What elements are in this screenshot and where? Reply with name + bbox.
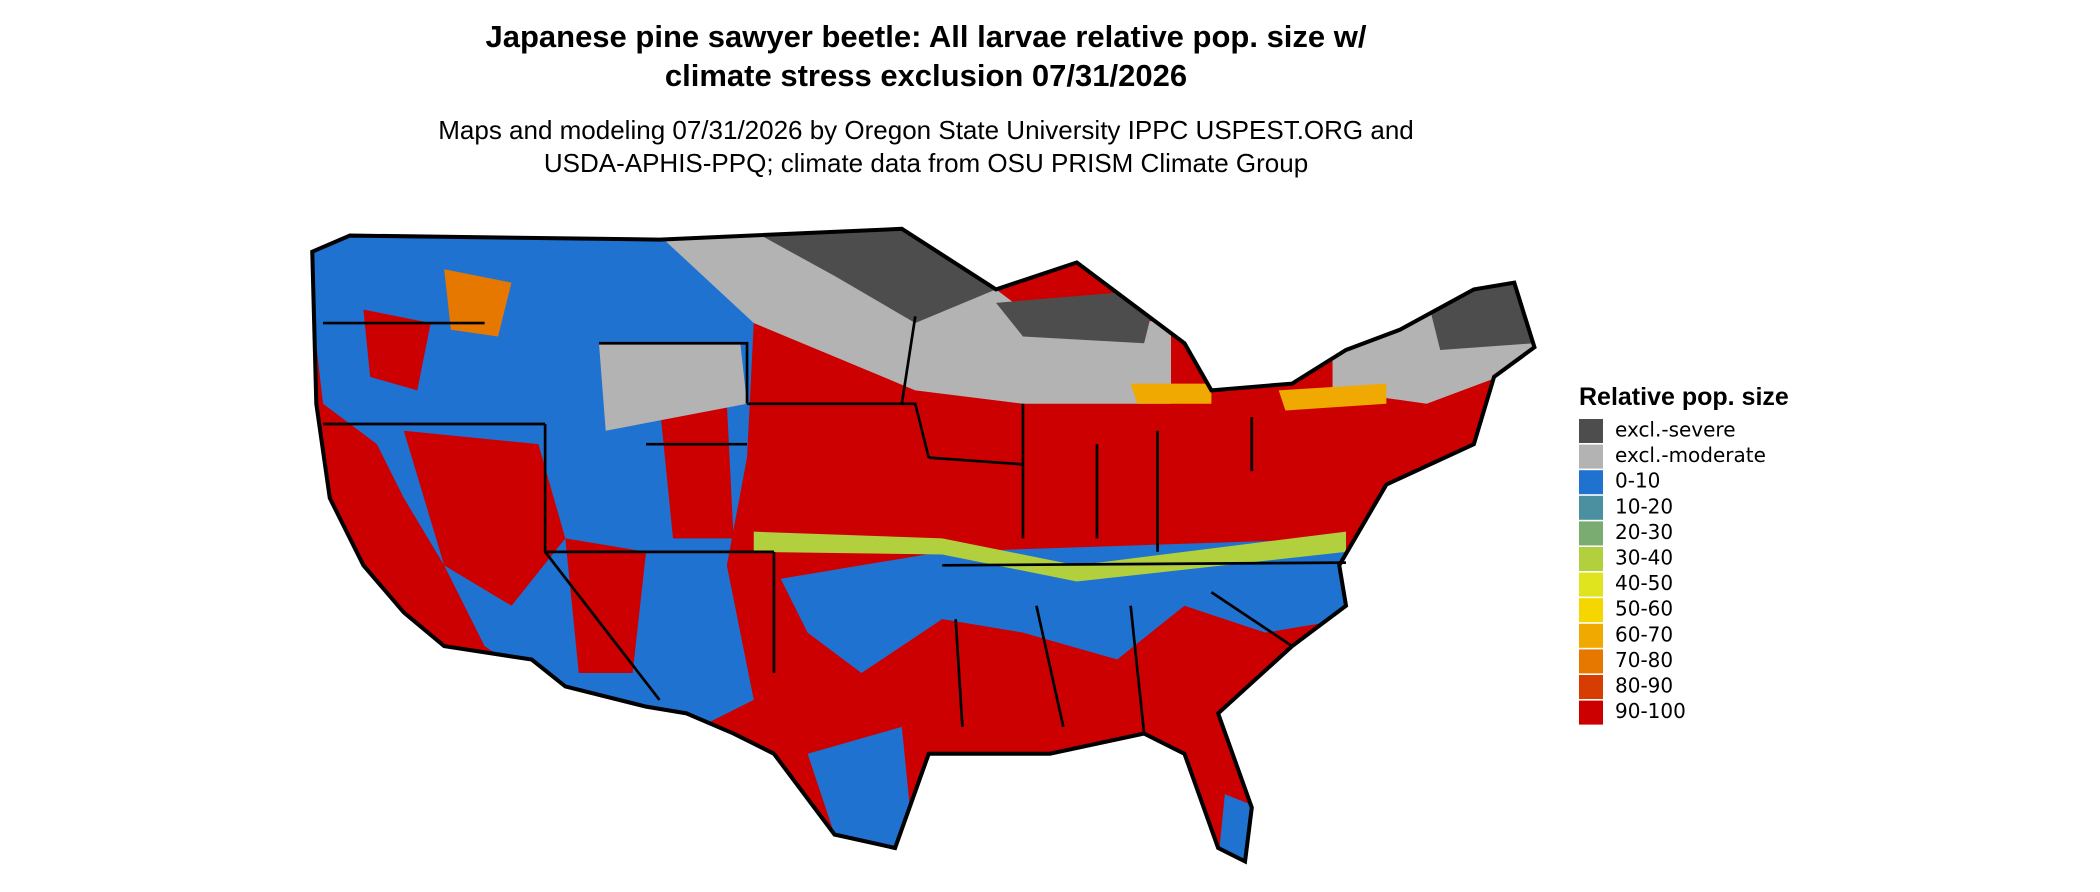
legend-swatch <box>1579 572 1603 597</box>
legend-swatch <box>1579 700 1603 725</box>
legend-label: 90-100 <box>1615 699 1686 723</box>
title-line: Japanese pine sawyer beetle: All larvae … <box>485 19 1366 54</box>
legend-label: 50-60 <box>1615 597 1673 621</box>
legend-label: 70-80 <box>1615 648 1673 672</box>
legend-label: 0-10 <box>1615 469 1660 493</box>
title-line: climate stress exclusion 07/31/2026 <box>665 58 1187 93</box>
legend-label: 40-50 <box>1615 571 1673 595</box>
legend-swatch <box>1579 598 1603 623</box>
subtitle-line: USDA-APHIS-PPQ; climate data from OSU PR… <box>544 148 1308 178</box>
legend-swatch <box>1579 547 1603 571</box>
legend-label: excl.-severe <box>1615 418 1736 442</box>
legend-swatch <box>1579 444 1603 469</box>
legend-swatch <box>1579 495 1603 520</box>
legend-swatch <box>1579 623 1603 648</box>
legend-label: excl.-moderate <box>1615 443 1766 467</box>
legend-title: Relative pop. size <box>1579 383 1789 411</box>
legend: excl.-severeexcl.-moderate0-1010-2020-30… <box>1579 418 1766 725</box>
legend-swatch <box>1579 521 1603 546</box>
legend-label: 30-40 <box>1615 546 1673 570</box>
subtitle-line: Maps and modeling 07/31/2026 by Oregon S… <box>438 115 1414 145</box>
legend-swatch <box>1579 649 1603 674</box>
legend-label: 10-20 <box>1615 494 1673 518</box>
legend-label: 60-70 <box>1615 622 1673 646</box>
legend-swatch <box>1579 419 1603 443</box>
legend-label: 20-30 <box>1615 520 1673 544</box>
map <box>310 226 1537 865</box>
legend-label: 80-90 <box>1615 674 1673 698</box>
legend-swatch <box>1579 675 1603 699</box>
map-fill <box>312 228 1535 862</box>
legend-swatch <box>1579 470 1603 495</box>
